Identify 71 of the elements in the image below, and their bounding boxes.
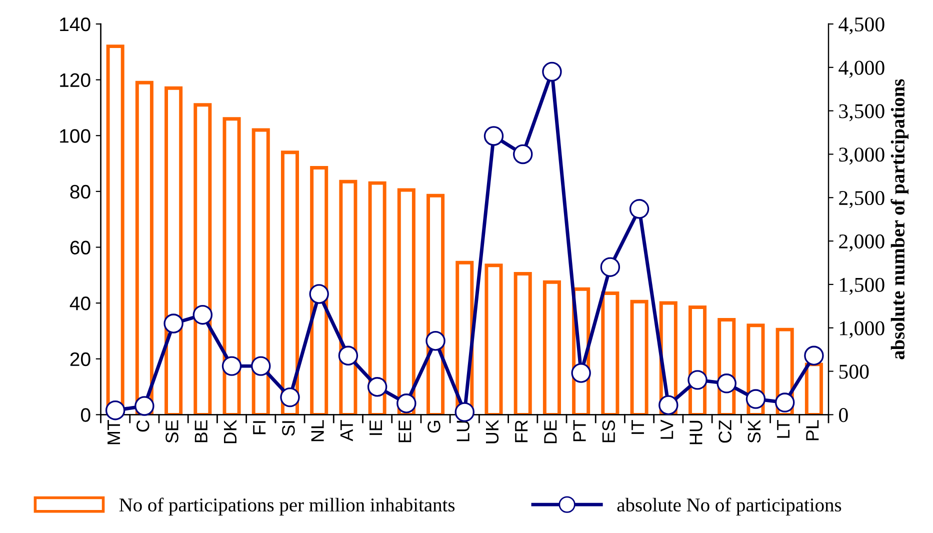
point <box>571 363 591 383</box>
point <box>454 402 474 422</box>
point <box>688 370 708 390</box>
x-tick-label: IE <box>370 420 382 435</box>
y2-tick-label: 4,500 <box>838 17 884 34</box>
point <box>746 389 766 409</box>
x-tick-label: FR <box>515 420 528 442</box>
y2-tick-label: 0 <box>839 408 848 422</box>
x-tick-label: EE <box>398 420 412 442</box>
point <box>716 374 736 394</box>
x-tick-label: PT <box>573 420 586 442</box>
y2-tick-label: 1,000 <box>840 321 884 338</box>
y2-tick-label: 2,500 <box>839 191 884 208</box>
point <box>222 356 242 376</box>
point <box>804 346 824 366</box>
legend-label: No of participations per million inhabitants <box>119 498 455 516</box>
y2-axis-title: absolute number of participations <box>890 79 908 360</box>
point <box>192 304 213 325</box>
x-tick-label: PL <box>806 420 819 440</box>
x-tick-label: SI <box>282 421 295 436</box>
y2-tick-label: 3,500 <box>839 104 884 122</box>
x-tick-label: CZ <box>718 420 732 443</box>
point <box>134 396 154 416</box>
point <box>164 314 184 334</box>
y-tick-label: 60 <box>70 240 90 254</box>
x-tick-label: DK <box>224 420 236 444</box>
x-tick-label: SE <box>166 420 178 443</box>
y2-tick-label: 2,000 <box>839 234 884 252</box>
y2-tick-label: 1,500 <box>840 278 884 295</box>
x-tick-label: AT <box>340 420 353 442</box>
y2-tick-label: 500 <box>839 364 869 379</box>
point <box>774 392 795 412</box>
x-tick-label: UK <box>486 420 499 444</box>
point <box>338 346 358 366</box>
x-tick-label: LU <box>456 420 470 442</box>
x-tick-label: G <box>428 420 440 433</box>
y-tick-label: 40 <box>70 296 90 310</box>
point <box>658 395 678 415</box>
point <box>484 126 504 146</box>
x-tick-label: LV <box>660 420 674 439</box>
point <box>105 400 126 420</box>
point <box>426 331 446 351</box>
legend-label: absolute No of participations <box>617 498 842 516</box>
point <box>251 356 271 376</box>
point <box>542 62 562 82</box>
x-tick-label: LT <box>777 420 790 438</box>
x-tick-label: BE <box>194 420 208 442</box>
x-tick-label: IT <box>632 420 644 434</box>
point <box>396 394 416 414</box>
point <box>512 144 533 164</box>
x-tick-label: NL <box>311 420 324 442</box>
x-tick-label: SK <box>748 420 761 443</box>
y2-tick-label: 4,000 <box>838 60 884 78</box>
y-tick-label: 0 <box>80 408 90 422</box>
point <box>309 284 329 304</box>
x-tick-label: DE <box>544 420 557 444</box>
point <box>629 199 650 219</box>
y-tick-label: 80 <box>70 184 90 199</box>
point <box>280 387 300 408</box>
x-tick-label: C <box>136 420 150 432</box>
y-tick-label: 100 <box>60 129 90 143</box>
y-tick-label: 20 <box>70 352 90 366</box>
x-tick-label: HU <box>690 420 702 444</box>
x-tick-label: MT <box>108 420 120 444</box>
y-tick-label: 120 <box>60 73 90 88</box>
x-tick-label: FI <box>253 421 266 434</box>
point <box>600 257 620 277</box>
y-tick-label: 140 <box>60 17 90 32</box>
point <box>367 377 388 397</box>
x-tick-label: ES <box>602 420 616 442</box>
y2-tick-label: 3,000 <box>839 148 884 165</box>
